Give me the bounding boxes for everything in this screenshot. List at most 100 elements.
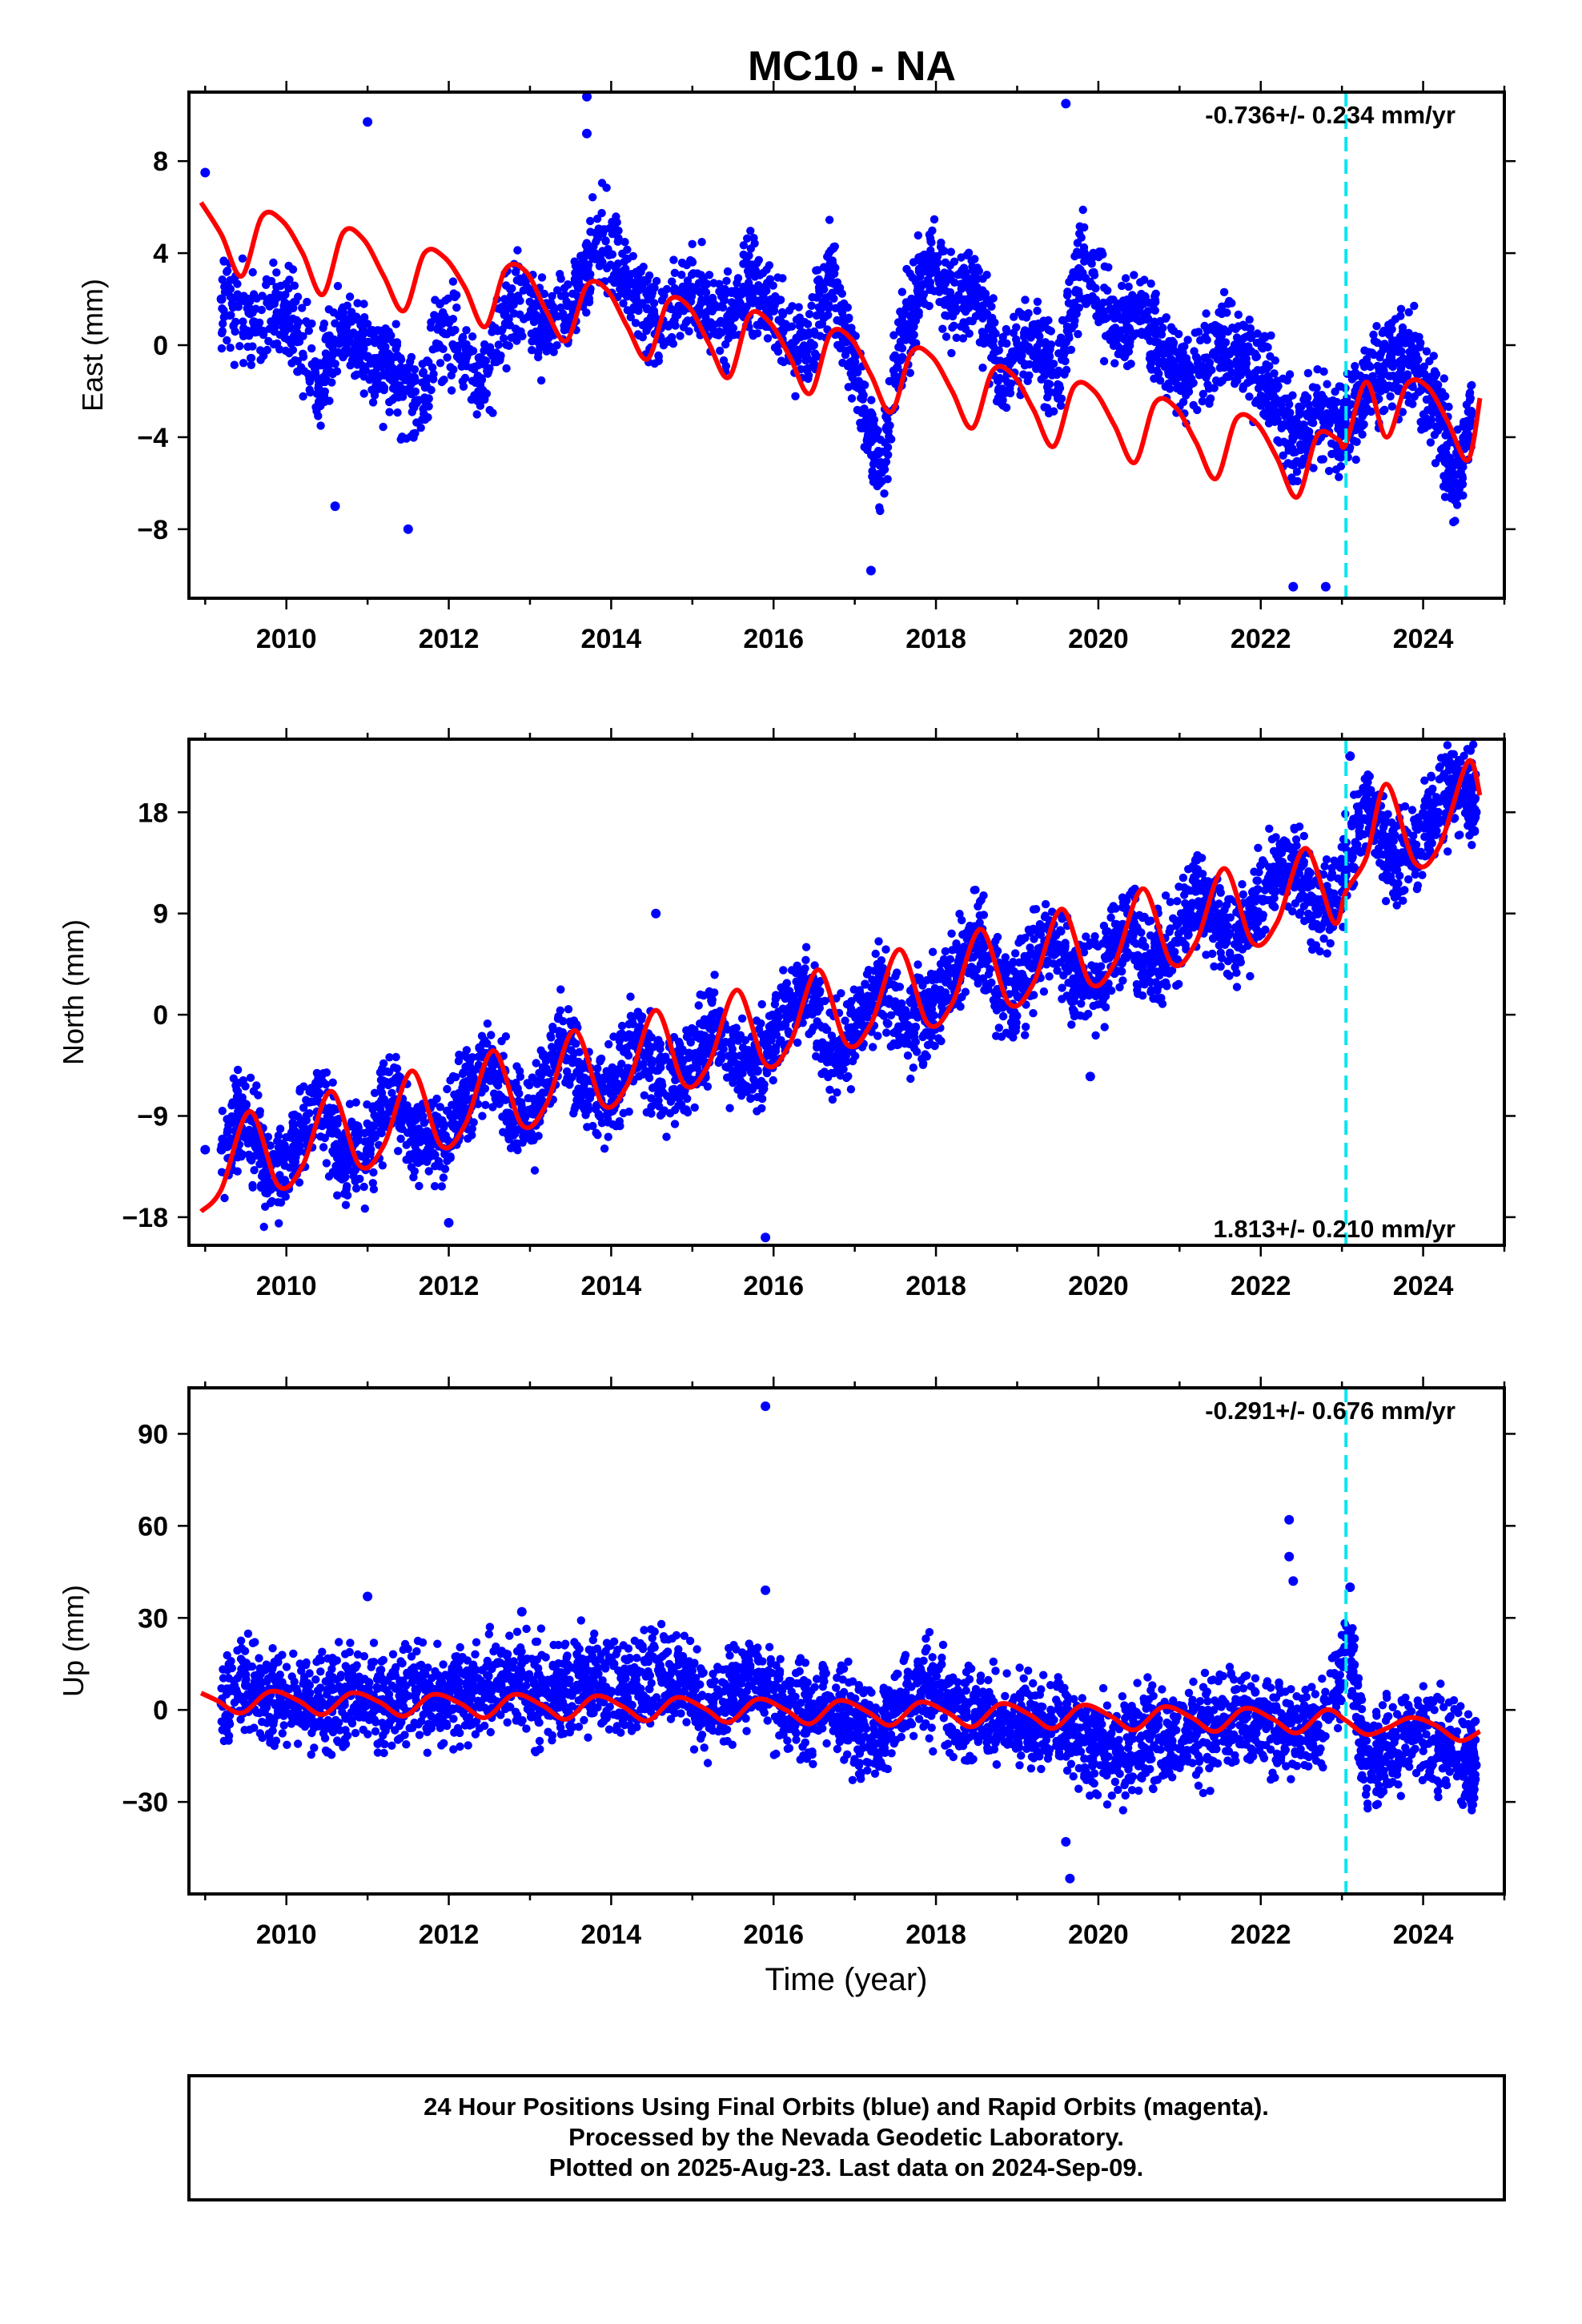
panel-east-data-point [1110,328,1120,339]
panel-up-data-point [460,1690,470,1699]
panel-north-outlier-point [444,1217,454,1228]
panel-east-data-point [1337,420,1347,431]
panel-up-x-tick-label: 2020 [1068,1920,1129,1950]
panel-north-y-tick-label: −9 [137,1101,168,1132]
panel-east-data-point [338,328,348,339]
panel-north-data-point [1263,875,1274,885]
panel-up-y-tick-label: 60 [138,1511,168,1542]
panel-up-data-point [1312,1720,1323,1731]
panel-north-data-point [533,1100,544,1110]
caption-line-1: 24 Hour Positions Using Final Orbits (bl… [424,2093,1269,2121]
panel-north-data-point [582,1088,592,1099]
caption-line-3: Plotted on 2025-Aug-23. Last data on 202… [549,2153,1143,2181]
panel-up-data-point [1459,1751,1469,1761]
panel-east-x-tick-label: 2014 [581,624,642,654]
panel-east-x-tick-label: 2012 [419,624,480,654]
panel-east-data-point [1288,432,1299,442]
panel-east-outlier-point [403,524,413,534]
panel-east-data-point [476,375,487,385]
panel-east-outlier-point [1061,99,1071,109]
panel-up-data-point [1020,1714,1030,1724]
panel-up-y-tick-label: 90 [138,1419,168,1449]
panel-east-data-point [363,352,373,362]
caption-line-2: Processed by the Nevada Geodetic Laborat… [568,2123,1124,2151]
panel-east-data-point [1077,248,1087,259]
panel-north-data-point [338,1156,348,1166]
panel-east-outlier-point [363,117,373,127]
panel-north-x-tick-label: 2010 [256,1271,317,1301]
panel-up-data-point [922,1680,933,1691]
panel-up-data-point [1118,1751,1128,1761]
panel-north-data-point [460,1088,470,1099]
panel-east-data-point [922,259,933,270]
panel-east-data-point [769,305,779,316]
panel-up-data-point [655,1668,665,1679]
panel-north-x-tick-label: 2024 [1393,1271,1454,1301]
panel-up-data-point [752,1668,762,1679]
panel-up-outlier-point [761,1585,771,1595]
panel-up-outlier-point [1345,1582,1355,1592]
panel-up-data-point [412,1687,421,1697]
panel-east-data-point [801,352,811,362]
panel-east-x-tick-label: 2024 [1393,624,1454,654]
panel-up-data-point [241,1680,251,1691]
panel-north-data-point [825,1043,836,1054]
panel-east-data-point [1312,409,1323,420]
panel-up-data-point [996,1711,1006,1721]
panel-up-data-point [557,1690,568,1699]
panel-north-plot-area [189,739,1504,1245]
panel-north-y-tick-label: −18 [122,1203,168,1233]
panel-north-data-point [849,1032,860,1043]
panel-east-data-point [1215,340,1225,350]
panel-east-data-point [281,305,291,316]
caption-box: 24 Hour Positions Using Final Orbits (bl… [187,2074,1506,2201]
panel-up-x-tick-label: 2012 [419,1920,480,1950]
panel-east-x-tick-label: 2020 [1068,624,1129,654]
chart-title: MC10 - NA [748,43,956,90]
panel-up-outlier-point [1061,1836,1071,1847]
panel-east-outlier-point [330,501,340,512]
panel-up-x-tick-label: 2024 [1393,1920,1454,1950]
panel-up-data-point [1471,1760,1481,1771]
panel-up-model-line [199,1688,1482,1743]
panel-east-data-point [825,271,836,281]
panel-east-y-tick-label: 4 [153,239,168,269]
panel-east-outlier-point [1320,581,1331,592]
panel-up-x-tick-label: 2022 [1231,1920,1291,1950]
panel-east-data-point [314,375,324,385]
panel-north-frame [187,738,1506,1247]
panel-east-data-point [387,363,397,373]
panel-north-y-tick-label: 9 [153,899,168,930]
panel-east-data-point [947,294,958,304]
panel-north-outlier-point [651,908,661,919]
panel-east-data-point [720,317,730,328]
panel-north-x-tick-label: 2022 [1231,1271,1291,1301]
panel-east-model-layer [199,201,1483,500]
panel-north-data-point [679,1066,689,1076]
panel-north-data-point [630,1032,640,1043]
panel-north-data-point [363,1144,373,1155]
panel-north-data-point [1312,908,1323,919]
panel-north-y-tick-label: 18 [138,798,168,828]
panel-east-y-tick-label: 8 [153,147,168,177]
panel-north-data-point [1215,931,1225,941]
panel-up-data-point [1166,1735,1177,1746]
panel-east-data-point [508,294,519,304]
panel-north-x-tick-label: 2016 [743,1271,804,1301]
panel-north-data-point [874,976,885,986]
panel-up-data-point [1239,1714,1250,1724]
panel-north-data-point [1142,953,1152,963]
panel-north-data-point [1386,852,1395,862]
panel-north-x-tick-label: 2018 [905,1271,966,1301]
panel-up-frame [187,1386,1506,1896]
panel-north-data-point [1020,976,1030,986]
panel-north-model-line [199,758,1483,1214]
panel-east-data-point [249,317,259,328]
panel-east-x-tick-label: 2016 [743,624,804,654]
panel-up-data-point [436,1695,446,1706]
panel-east-data-point [898,328,909,339]
panel-up-data-point [1191,1729,1201,1739]
panel-up-data-point [728,1695,738,1706]
panel-north-data-point [289,1144,299,1155]
panel-up-rate-label: -0.291+/- 0.676 mm/yr [1205,1397,1456,1425]
